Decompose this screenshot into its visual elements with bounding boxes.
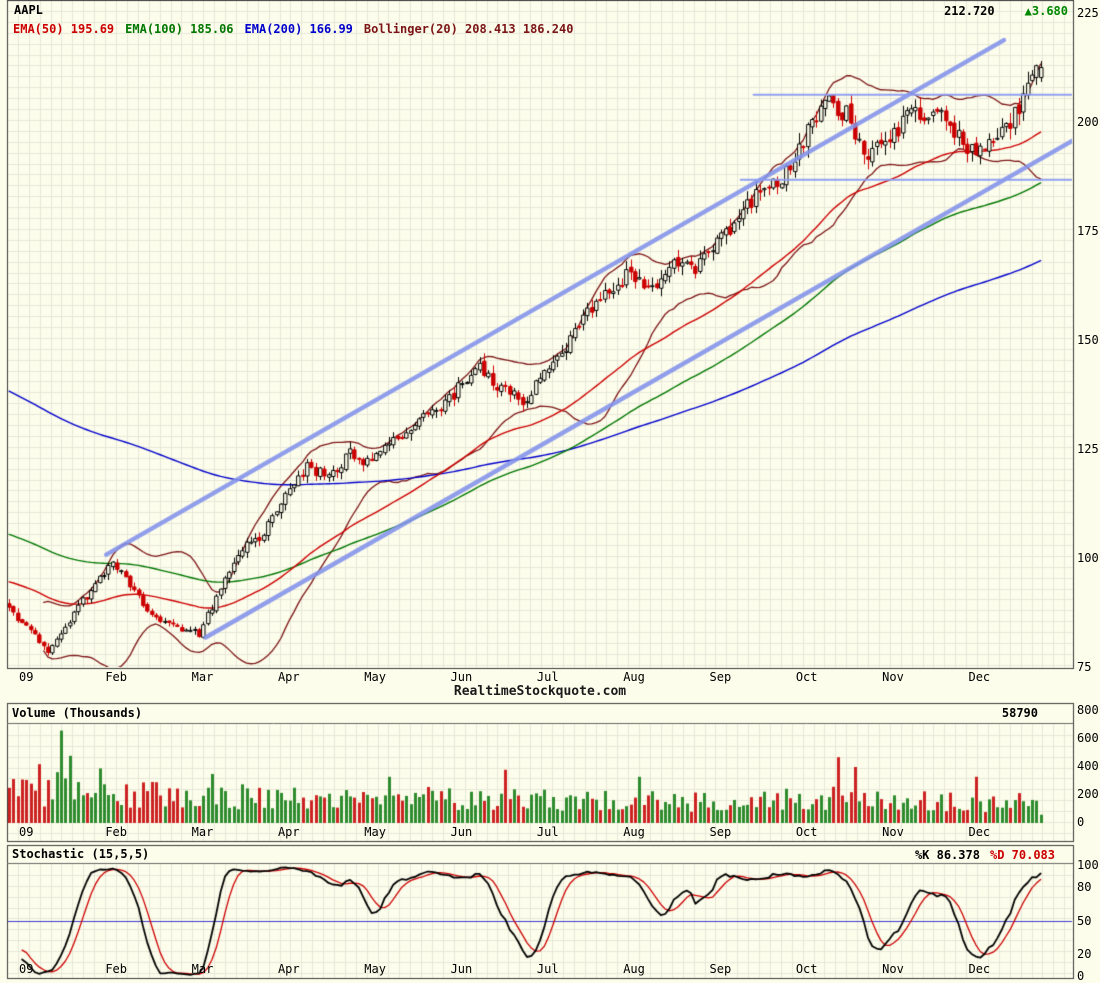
month-label: Jul (536, 962, 559, 976)
indicator-legend: EMA(50) 195.69 EMA(100) 185.06 EMA(200) 16… (13, 22, 573, 36)
month-label: Jun (450, 962, 473, 976)
month-label: Dec (968, 962, 991, 976)
quote-group: 212.720 ▲3.680 (944, 4, 1068, 18)
month-label: Feb (105, 962, 127, 976)
month-label: Oct (795, 670, 818, 684)
stochastic-panel-title: Stochastic (15,5,5) (12, 847, 150, 861)
legend-bollinger-20-: Bollinger(20) 208.413 186.240 (363, 22, 574, 36)
price-axis-label: 75 (1077, 660, 1092, 674)
month-label: May (364, 670, 386, 684)
legend-ema-200-: EMA(200) 166.99 (244, 22, 353, 36)
month-label: Feb (105, 825, 127, 839)
month-label: Sep (709, 962, 732, 976)
month-label: Nov (882, 670, 904, 684)
month-label: Jun (450, 670, 473, 684)
month-label: Aug (623, 962, 645, 976)
stochastic-values-group: %K 86.378 %D 70.083 (915, 848, 1055, 862)
volume-axis-label: 600 (1077, 731, 1099, 745)
legend-ema-100-: EMA(100) 185.06 (125, 22, 234, 36)
stochastic-d-value: %D 70.083 (989, 848, 1055, 862)
volume-axis-label: 0 (1077, 815, 1085, 829)
stochastic-axis-label: 80 (1077, 880, 1092, 895)
volume-axis-label: 200 (1077, 787, 1099, 801)
price-panel: AAPL 212.720 ▲3.680 EMA(50) 195.69 EMA(10… (13, 3, 1099, 700)
stochastic-axis-label: 20 (1077, 946, 1092, 961)
watermark-link[interactable]: RealtimeStockquote.com (453, 684, 627, 699)
month-label: Sep (709, 670, 732, 684)
month-label: Jul (536, 670, 559, 684)
stochastic-axis-label: 50 (1077, 913, 1092, 928)
month-label: Apr (277, 962, 300, 976)
month-label: Dec (968, 670, 991, 684)
month-label: Apr (277, 670, 300, 684)
month-label: Aug (623, 825, 645, 839)
month-label: Oct (795, 962, 818, 976)
last-price: 212.720 (944, 4, 995, 18)
month-label: Sep (709, 825, 732, 839)
month-label: Nov (882, 825, 904, 839)
volume-axis-label: 400 (1077, 759, 1099, 773)
volume-panel: Volume (Thousands) 58790 800 600 400 200 0 09… (0, 703, 1100, 843)
month-label: Feb (105, 670, 127, 684)
month-label: 09 (19, 670, 34, 684)
month-label: Jul (536, 825, 559, 839)
legend-ema-50-: EMA(50) 195.69 (13, 22, 115, 36)
price-change: ▲3.680 (1024, 4, 1068, 18)
month-label: Mar (191, 825, 214, 839)
price-axis-label: 200 (1077, 115, 1099, 129)
price-axis-label: 100 (1077, 551, 1099, 565)
month-label: Mar (191, 670, 214, 684)
month-label: Dec (968, 825, 991, 839)
price-axis-label: 175 (1077, 224, 1099, 238)
month-label: Mar (191, 962, 214, 976)
stochastic-axis-label: 0 (1077, 969, 1085, 983)
price-axis-label: 225 (1077, 6, 1099, 20)
month-label: May (364, 825, 386, 839)
month-label: 09 (19, 962, 34, 976)
volume-panel-title: Volume (Thousands) (12, 706, 143, 720)
month-label: Nov (882, 962, 904, 976)
stochastic-panel: Stochastic (15,5,5) %K 86.378 %D 70.083 … (0, 845, 1100, 983)
month-label: Jun (450, 825, 473, 839)
symbol-label: AAPL (14, 3, 43, 17)
month-label: Oct (795, 825, 818, 839)
month-label: 09 (19, 825, 34, 839)
price-axis-label: 150 (1077, 333, 1099, 347)
volume-axis-label: 800 (1077, 703, 1099, 717)
stochastic-axis-label: 100 (1077, 858, 1099, 872)
month-label: May (364, 962, 386, 976)
month-label: Apr (277, 825, 300, 839)
volume-current-value: 58790 (1001, 706, 1038, 720)
stochastic-k-value: %K 86.378 (914, 848, 980, 862)
month-label: Aug (623, 670, 645, 684)
price-axis-label: 125 (1077, 442, 1099, 456)
